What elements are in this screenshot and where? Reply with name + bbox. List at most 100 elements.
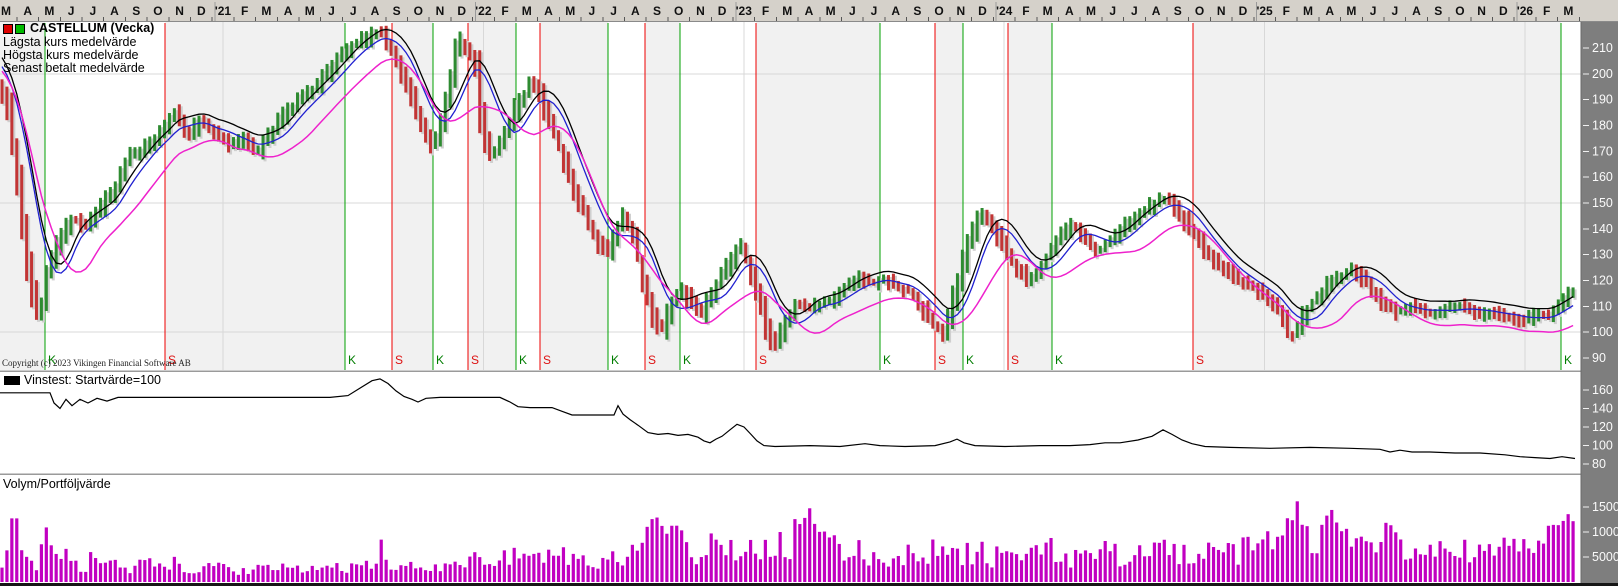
svg-text:A: A bbox=[805, 4, 814, 18]
svg-text:100: 100 bbox=[1592, 439, 1613, 453]
svg-text:S: S bbox=[913, 4, 921, 18]
svg-text:K: K bbox=[1564, 353, 1572, 367]
svg-text:150: 150 bbox=[1592, 196, 1613, 210]
svg-text:D: D bbox=[1239, 4, 1248, 18]
chart-legend: CASTELLUM (Vecka) Lägsta kurs medelvärde… bbox=[3, 22, 154, 75]
down-candle-color-chip bbox=[3, 23, 13, 34]
svg-text:J: J bbox=[89, 4, 96, 18]
svg-text:5000': 5000' bbox=[1592, 550, 1618, 564]
svg-text:D: D bbox=[718, 4, 727, 18]
svg-text:D: D bbox=[978, 4, 987, 18]
svg-text:F: F bbox=[501, 4, 508, 18]
svg-text:F: F bbox=[241, 4, 248, 18]
svg-text:J: J bbox=[1109, 4, 1116, 18]
svg-text:K: K bbox=[1055, 353, 1063, 367]
svg-text:A: A bbox=[110, 4, 119, 18]
svg-text:K: K bbox=[348, 353, 356, 367]
svg-text:J: J bbox=[589, 4, 596, 18]
svg-text:A: A bbox=[891, 4, 900, 18]
svg-text:110: 110 bbox=[1592, 299, 1612, 313]
svg-text:D: D bbox=[1499, 4, 1508, 18]
svg-text:15000': 15000' bbox=[1592, 500, 1618, 514]
svg-text:S: S bbox=[543, 353, 551, 367]
svg-text:S: S bbox=[1174, 4, 1182, 18]
svg-text:M: M bbox=[522, 4, 532, 18]
legend-item-close-ma: Senast betalt medelvärde bbox=[3, 61, 145, 75]
vinstest-label: Vinstest: Startvärde=100 bbox=[24, 373, 162, 387]
svg-text:S: S bbox=[471, 353, 479, 367]
svg-text:S: S bbox=[653, 4, 661, 18]
svg-text:M: M bbox=[1303, 4, 1313, 18]
svg-text:K: K bbox=[883, 353, 891, 367]
svg-text:J: J bbox=[610, 4, 617, 18]
svg-text:A: A bbox=[1412, 4, 1421, 18]
up-candle-color-chip bbox=[15, 23, 25, 34]
svg-text:M: M bbox=[1563, 4, 1573, 18]
copyright-note: Copyright (c) 2023 Vikingen Financial So… bbox=[2, 358, 191, 368]
svg-text:N: N bbox=[956, 4, 965, 18]
svg-text:O: O bbox=[1455, 4, 1464, 18]
svg-text:K: K bbox=[966, 353, 974, 367]
svg-text:J: J bbox=[1131, 4, 1138, 18]
svg-text:S: S bbox=[938, 353, 946, 367]
svg-text:140: 140 bbox=[1592, 402, 1613, 416]
svg-text:180: 180 bbox=[1592, 118, 1613, 132]
svg-text:A: A bbox=[1325, 4, 1334, 18]
svg-text:N: N bbox=[436, 4, 445, 18]
svg-text:O: O bbox=[153, 4, 162, 18]
svg-text:A: A bbox=[544, 4, 553, 18]
svg-text:O: O bbox=[414, 4, 423, 18]
svg-text:K: K bbox=[611, 353, 619, 367]
svg-text:N: N bbox=[175, 4, 184, 18]
svg-text:M: M bbox=[1346, 4, 1356, 18]
svg-text:J: J bbox=[1391, 4, 1398, 18]
svg-text:S: S bbox=[648, 353, 656, 367]
svg-text:140: 140 bbox=[1592, 222, 1613, 236]
svg-text:O: O bbox=[674, 4, 683, 18]
legend-series-title: CASTELLUM (Vecka) bbox=[3, 22, 154, 35]
svg-text:J: J bbox=[849, 4, 856, 18]
instrument-name: CASTELLUM (Vecka) bbox=[30, 21, 155, 35]
svg-text:M: M bbox=[782, 4, 792, 18]
svg-text:M: M bbox=[826, 4, 836, 18]
svg-text:K: K bbox=[683, 353, 691, 367]
svg-text:190: 190 bbox=[1592, 93, 1613, 107]
svg-text:160: 160 bbox=[1592, 383, 1613, 397]
svg-text:J: J bbox=[350, 4, 357, 18]
svg-text:'24: '24 bbox=[996, 4, 1013, 18]
legend-item-high-ma: Högsta kurs medelvärde bbox=[3, 48, 139, 62]
svg-text:130: 130 bbox=[1592, 248, 1613, 262]
svg-text:M: M bbox=[1086, 4, 1096, 18]
svg-text:'25: '25 bbox=[1256, 4, 1273, 18]
svg-text:'26: '26 bbox=[1517, 4, 1534, 18]
svg-text:A: A bbox=[631, 4, 640, 18]
svg-text:D: D bbox=[197, 4, 206, 18]
svg-text:K: K bbox=[48, 353, 56, 367]
svg-text:F: F bbox=[1283, 4, 1290, 18]
svg-text:M: M bbox=[1, 4, 11, 18]
svg-text:M: M bbox=[1043, 4, 1053, 18]
svg-text:200: 200 bbox=[1592, 67, 1613, 81]
svg-text:A: A bbox=[1065, 4, 1074, 18]
svg-text:'23: '23 bbox=[736, 4, 753, 18]
svg-text:F: F bbox=[762, 4, 769, 18]
svg-text:K: K bbox=[519, 353, 527, 367]
svg-text:F: F bbox=[1543, 4, 1550, 18]
svg-text:M: M bbox=[261, 4, 271, 18]
svg-text:J: J bbox=[1370, 4, 1377, 18]
svg-text:A: A bbox=[23, 4, 32, 18]
svg-text:N: N bbox=[696, 4, 705, 18]
svg-text:'22: '22 bbox=[475, 4, 492, 18]
svg-text:S: S bbox=[1011, 353, 1019, 367]
svg-text:A: A bbox=[1152, 4, 1161, 18]
vinstest-legend: Vinstest: Startvärde=100 bbox=[4, 373, 161, 387]
volume-panel-label: Volym/Portföljvärde bbox=[3, 477, 111, 491]
svg-text:J: J bbox=[871, 4, 878, 18]
svg-text:M: M bbox=[305, 4, 315, 18]
svg-text:F: F bbox=[1022, 4, 1029, 18]
svg-text:'21: '21 bbox=[215, 4, 232, 18]
svg-text:O: O bbox=[1195, 4, 1204, 18]
svg-text:S: S bbox=[1196, 353, 1204, 367]
svg-text:S: S bbox=[168, 353, 176, 367]
